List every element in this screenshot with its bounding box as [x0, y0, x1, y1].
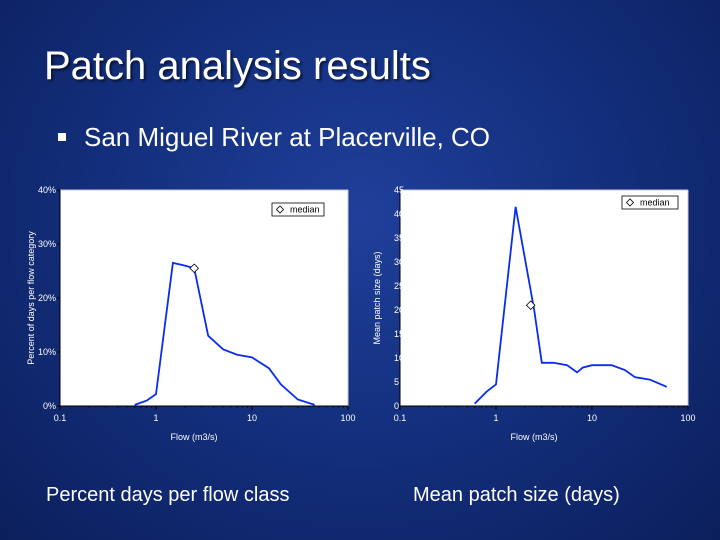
y-tick-label: 20 [394, 305, 404, 315]
y-tick-label: 20% [38, 293, 56, 303]
caption-percent-days: Percent days per flow class [46, 484, 290, 506]
legend-label: median [290, 205, 320, 215]
legend-label: median [640, 198, 670, 208]
y-tick-label: 45 [394, 185, 404, 195]
x-tick-label: 10 [587, 413, 597, 423]
x-tick-label: 0.1 [394, 413, 407, 423]
x-tick-label: 0.1 [54, 413, 67, 423]
y-tick-label: 0% [43, 401, 56, 411]
y-tick-label: 0 [394, 401, 399, 411]
square-bullet-icon [58, 133, 66, 141]
y-tick-label: 10 [394, 353, 404, 363]
bullet-text: San Miguel River at Placerville, CO [84, 121, 491, 152]
x-axis-title: Flow (m3/s) [171, 432, 218, 442]
mean-patch-size-chart: 0 5 10 15 20 25 30 35 40 45 0.1 1 10 100 Flow (m3/s) Me… [372, 185, 696, 442]
x-axis-title: Flow (m3/s) [511, 432, 558, 442]
y-tick-label: 10% [38, 347, 56, 357]
y-tick-label: 25 [394, 281, 404, 291]
x-tick-label: 1 [153, 413, 158, 423]
caption-mean-patch-size: Mean patch size (days) [413, 484, 620, 506]
y-tick-label: 35 [394, 233, 404, 243]
median-marker [189, 263, 200, 274]
series-line [134, 261, 315, 406]
x-tick-label: 1 [493, 413, 498, 423]
legend-diamond-icon [275, 205, 285, 214]
legend-box [621, 195, 679, 210]
slide-title: Patch analysis results [44, 44, 431, 88]
y-tick-label: 40% [38, 185, 56, 195]
y-tick-label: 15 [394, 329, 404, 339]
y-axis-title: Mean patch size (days) [372, 251, 382, 344]
x-tick-label: 100 [680, 413, 695, 423]
plot-area [400, 190, 688, 406]
y-tick-label: 30 [394, 257, 404, 267]
series-line [474, 206, 668, 405]
y-tick-label: 30% [38, 239, 56, 249]
plot-area [60, 190, 348, 406]
percent-days-chart: 0% 10% 20% 30% 40% 0.1 1 10 100 Flow (m3/s) Percen… [26, 185, 356, 442]
legend-box [271, 202, 325, 217]
y-tick-label: 40 [394, 209, 404, 219]
legend-diamond-icon [625, 198, 635, 207]
y-tick-label: 5 [394, 377, 399, 387]
x-tick-label: 10 [247, 413, 257, 423]
y-axis-title: Percent of days per flow category [26, 231, 36, 365]
bullet-row: San Miguel River at Placerville, CO [58, 119, 490, 155]
median-marker [525, 300, 536, 311]
x-tick-label: 100 [340, 413, 355, 423]
